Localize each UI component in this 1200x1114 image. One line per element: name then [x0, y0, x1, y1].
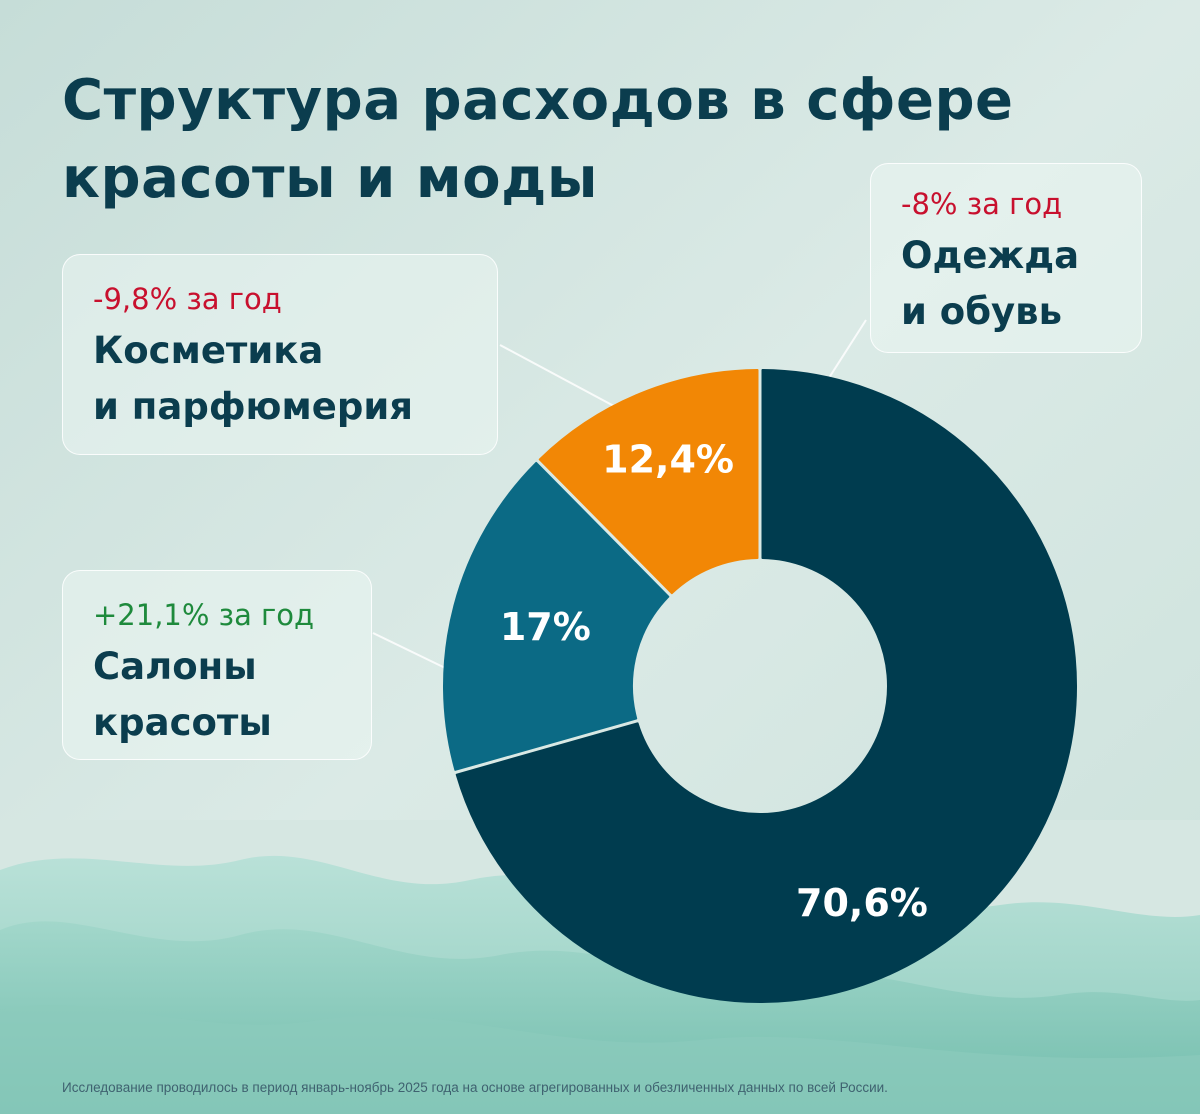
callout-salons-name-line1: Салоны	[93, 645, 257, 688]
callout-cosmetics: -9,8% за год Косметика и парфюмерия	[62, 254, 498, 455]
callout-clothes-name-line2: и обувь	[901, 290, 1062, 333]
callout-clothes-name: Одежда и обувь	[901, 228, 1111, 340]
slice-cosmetics	[538, 369, 759, 595]
page-title: Структура расходов в сфере красоты и мод…	[62, 68, 1014, 211]
callout-salons-name: Салоны красоты	[93, 639, 341, 751]
slice-label-salons: 17%	[500, 605, 591, 649]
callout-clothes-change: -8% за год	[901, 187, 1063, 221]
slice-labels: 70,6% 17% 12,4%	[500, 438, 928, 925]
callout-cosmetics-name: Косметика и парфюмерия	[93, 323, 467, 435]
callout-clothes: -8% за год Одежда и обувь	[870, 163, 1142, 353]
footnote: Исследование проводилось в период январь…	[62, 1080, 888, 1095]
slice-clothes	[455, 369, 1077, 1003]
slice-salons	[443, 461, 670, 771]
callout-cosmetics-change: -9,8% за год	[93, 282, 282, 316]
slice-label-cosmetics: 12,4%	[602, 438, 734, 482]
donut-slices	[443, 369, 1077, 1003]
callout-clothes-name-line1: Одежда	[901, 234, 1080, 277]
callout-cosmetics-name-line1: Косметика	[93, 329, 324, 372]
callout-cosmetics-name-line2: и парфюмерия	[93, 385, 414, 428]
slice-label-clothes: 70,6%	[796, 881, 928, 925]
callout-salons-name-line2: красоты	[93, 701, 272, 744]
callout-salons-change: +21,1% за год	[93, 598, 315, 632]
callout-salons: +21,1% за год Салоны красоты	[62, 570, 372, 760]
